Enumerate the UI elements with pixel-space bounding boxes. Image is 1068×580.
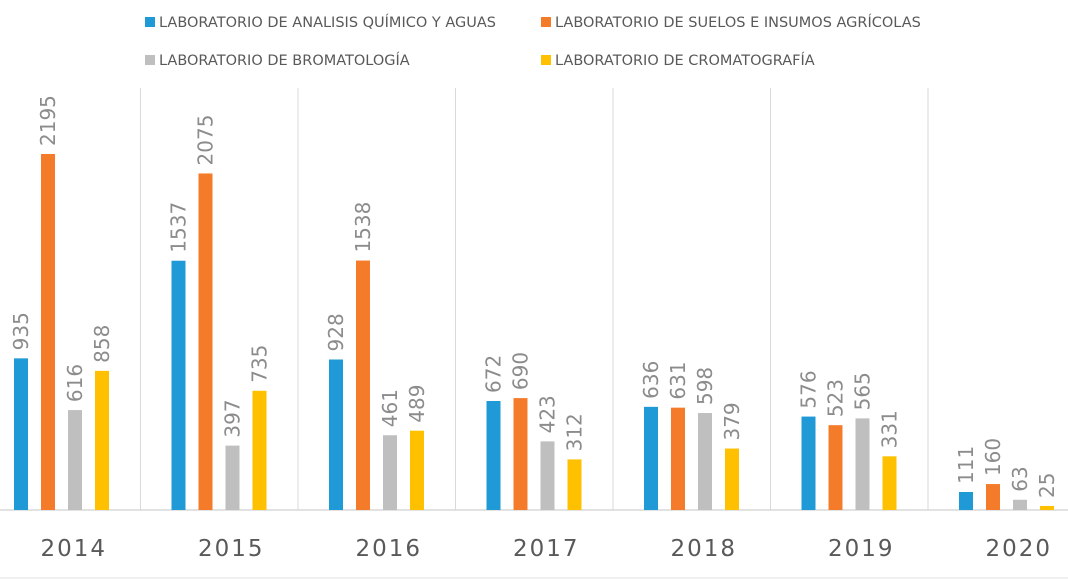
data-label: 423 bbox=[536, 395, 560, 433]
data-label: 565 bbox=[851, 372, 875, 410]
data-label: 858 bbox=[90, 325, 114, 363]
bar bbox=[356, 260, 370, 510]
x-axis-ticks: 2014 2015 2016 2017 2018 2019 2020 bbox=[40, 536, 1052, 562]
data-label: 598 bbox=[693, 367, 717, 405]
bar bbox=[671, 407, 685, 510]
legend-label: LABORATORIO DE CROMATOGRAFÍA bbox=[555, 52, 815, 69]
data-label: 636 bbox=[639, 361, 663, 399]
bar bbox=[986, 484, 1000, 510]
bar bbox=[644, 406, 658, 510]
x-tick-label: 2016 bbox=[355, 536, 422, 562]
data-label: 489 bbox=[405, 385, 429, 423]
bar bbox=[567, 459, 582, 510]
x-tick-label: 2019 bbox=[828, 536, 895, 562]
data-label: 690 bbox=[509, 352, 533, 390]
bars bbox=[14, 154, 1054, 511]
legend-item-1: LABORATORIO DE SUELOS E INSUMOS AGRÍCOLA… bbox=[541, 14, 921, 31]
legend-label: LABORATORIO DE SUELOS E INSUMOS AGRÍCOLA… bbox=[555, 14, 921, 31]
x-tick-label: 2020 bbox=[985, 536, 1052, 562]
data-label: 160 bbox=[981, 438, 1005, 476]
bar bbox=[486, 401, 501, 510]
legend-label: LABORATORIO DE BROMATOLOGÍA bbox=[159, 52, 410, 69]
x-tick-label: 2017 bbox=[513, 536, 580, 562]
bar bbox=[1013, 499, 1027, 510]
legend-swatch bbox=[541, 55, 551, 65]
data-label: 576 bbox=[797, 370, 821, 408]
bar bbox=[383, 435, 397, 510]
bar bbox=[698, 413, 712, 510]
bar bbox=[198, 173, 213, 511]
x-tick-label: 2014 bbox=[40, 536, 107, 562]
data-label: 63 bbox=[1008, 466, 1032, 491]
data-label: 631 bbox=[666, 361, 690, 399]
bar bbox=[855, 418, 870, 510]
gridlines bbox=[140, 88, 929, 510]
legend-item-0: LABORATORIO DE ANALISIS QUÍMICO Y AGUAS bbox=[145, 14, 496, 31]
data-label: 1538 bbox=[351, 202, 375, 253]
legend-item-3: LABORATORIO DE CROMATOGRAFÍA bbox=[541, 52, 815, 69]
data-label: 523 bbox=[824, 379, 848, 417]
bar bbox=[95, 370, 109, 510]
data-label: 616 bbox=[63, 364, 87, 402]
bar bbox=[225, 445, 240, 510]
data-label: 2075 bbox=[194, 115, 218, 166]
bar bbox=[882, 456, 897, 510]
x-tick-label: 2015 bbox=[198, 536, 265, 562]
bar bbox=[513, 398, 528, 510]
bar bbox=[959, 491, 973, 510]
data-label: 928 bbox=[324, 313, 348, 351]
data-label: 735 bbox=[248, 345, 272, 383]
bar bbox=[540, 441, 555, 510]
data-label: 312 bbox=[563, 413, 587, 451]
bar bbox=[329, 359, 343, 510]
data-label: 2195 bbox=[36, 95, 60, 146]
bar bbox=[725, 448, 739, 510]
legend-swatch bbox=[145, 55, 155, 65]
bar bbox=[1040, 505, 1054, 510]
data-label: 461 bbox=[378, 389, 402, 427]
legend-item-2: LABORATORIO DE BROMATOLOGÍA bbox=[145, 52, 410, 69]
legend-swatch bbox=[145, 17, 155, 27]
data-label: 672 bbox=[482, 355, 506, 393]
data-label: 331 bbox=[878, 410, 902, 448]
bar bbox=[828, 425, 843, 510]
bar bbox=[801, 416, 816, 510]
x-tick-label: 2018 bbox=[670, 536, 737, 562]
bar bbox=[171, 260, 186, 510]
legend: LABORATORIO DE ANALISIS QUÍMICO Y AGUAS L… bbox=[145, 14, 921, 69]
legend-label: LABORATORIO DE ANALISIS QUÍMICO Y AGUAS bbox=[159, 14, 496, 31]
data-label: 25 bbox=[1035, 472, 1059, 497]
data-label: 397 bbox=[221, 399, 245, 437]
data-label: 379 bbox=[720, 402, 744, 440]
bar bbox=[252, 390, 267, 510]
bar bbox=[41, 154, 55, 510]
data-label: 111 bbox=[954, 446, 978, 484]
legend-swatch bbox=[541, 17, 551, 27]
bar bbox=[68, 410, 82, 510]
data-label: 1537 bbox=[167, 202, 191, 253]
bar bbox=[410, 430, 424, 510]
data-label: 935 bbox=[9, 312, 33, 350]
bar bbox=[14, 358, 28, 510]
